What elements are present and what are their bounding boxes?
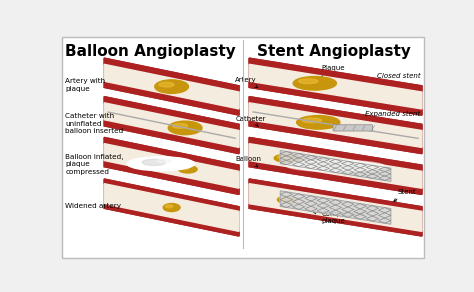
- Polygon shape: [249, 179, 422, 211]
- Polygon shape: [104, 103, 239, 147]
- Polygon shape: [249, 138, 422, 171]
- Polygon shape: [104, 81, 239, 115]
- Polygon shape: [104, 58, 239, 115]
- Text: Closed stent: Closed stent: [377, 73, 420, 79]
- Polygon shape: [104, 138, 239, 194]
- Polygon shape: [249, 81, 422, 115]
- Text: Stent: Stent: [394, 189, 416, 201]
- Ellipse shape: [280, 197, 289, 200]
- Polygon shape: [249, 179, 422, 236]
- Ellipse shape: [168, 121, 202, 135]
- Polygon shape: [104, 97, 239, 131]
- Polygon shape: [249, 103, 422, 147]
- Polygon shape: [104, 58, 239, 92]
- Text: Expanded stent: Expanded stent: [365, 111, 420, 117]
- Text: Balloon Angioplasty: Balloon Angioplasty: [65, 44, 236, 59]
- Ellipse shape: [299, 79, 318, 84]
- Text: Artery: Artery: [235, 77, 258, 88]
- Ellipse shape: [293, 77, 337, 90]
- Ellipse shape: [127, 157, 194, 171]
- Polygon shape: [104, 97, 239, 154]
- Ellipse shape: [165, 205, 173, 208]
- Ellipse shape: [163, 204, 180, 211]
- FancyBboxPatch shape: [333, 125, 373, 131]
- Polygon shape: [104, 161, 239, 194]
- Polygon shape: [249, 120, 422, 154]
- Text: Catheter with
uninflated
balloon inserted: Catheter with uninflated balloon inserte…: [65, 113, 124, 134]
- Polygon shape: [249, 184, 422, 231]
- Text: Artery with
plaque: Artery with plaque: [65, 78, 106, 92]
- Polygon shape: [249, 144, 422, 188]
- Text: Stent Angioplasty: Stent Angioplasty: [257, 44, 411, 59]
- Ellipse shape: [297, 116, 340, 129]
- Polygon shape: [104, 204, 239, 236]
- Ellipse shape: [277, 196, 297, 203]
- Polygon shape: [249, 161, 422, 194]
- Polygon shape: [280, 191, 391, 224]
- Ellipse shape: [155, 80, 189, 93]
- Text: Plaque: Plaque: [318, 65, 345, 79]
- Text: Widened artery: Widened artery: [65, 203, 121, 209]
- Polygon shape: [249, 64, 422, 109]
- Ellipse shape: [159, 82, 174, 87]
- Polygon shape: [249, 97, 422, 154]
- Text: Catheter: Catheter: [235, 116, 265, 126]
- Ellipse shape: [181, 167, 189, 169]
- Polygon shape: [249, 138, 422, 194]
- Polygon shape: [249, 97, 422, 131]
- Polygon shape: [280, 150, 391, 181]
- Ellipse shape: [277, 156, 289, 158]
- Text: Balloon: Balloon: [235, 156, 261, 167]
- Polygon shape: [249, 58, 422, 115]
- Ellipse shape: [179, 166, 197, 173]
- Polygon shape: [104, 179, 239, 211]
- Polygon shape: [104, 144, 239, 188]
- Text: Balloon inflated,
plaque
compressed: Balloon inflated, plaque compressed: [65, 154, 124, 175]
- Polygon shape: [249, 204, 422, 236]
- Ellipse shape: [274, 154, 300, 162]
- Polygon shape: [104, 179, 239, 236]
- Polygon shape: [104, 64, 239, 109]
- Ellipse shape: [287, 160, 384, 172]
- Polygon shape: [249, 58, 422, 92]
- Polygon shape: [104, 184, 239, 231]
- Text: Compressed
plaque: Compressed plaque: [313, 211, 365, 224]
- Polygon shape: [104, 138, 239, 171]
- Polygon shape: [104, 120, 239, 154]
- Ellipse shape: [142, 159, 166, 166]
- Ellipse shape: [302, 118, 321, 123]
- Ellipse shape: [173, 124, 188, 128]
- Ellipse shape: [157, 159, 171, 163]
